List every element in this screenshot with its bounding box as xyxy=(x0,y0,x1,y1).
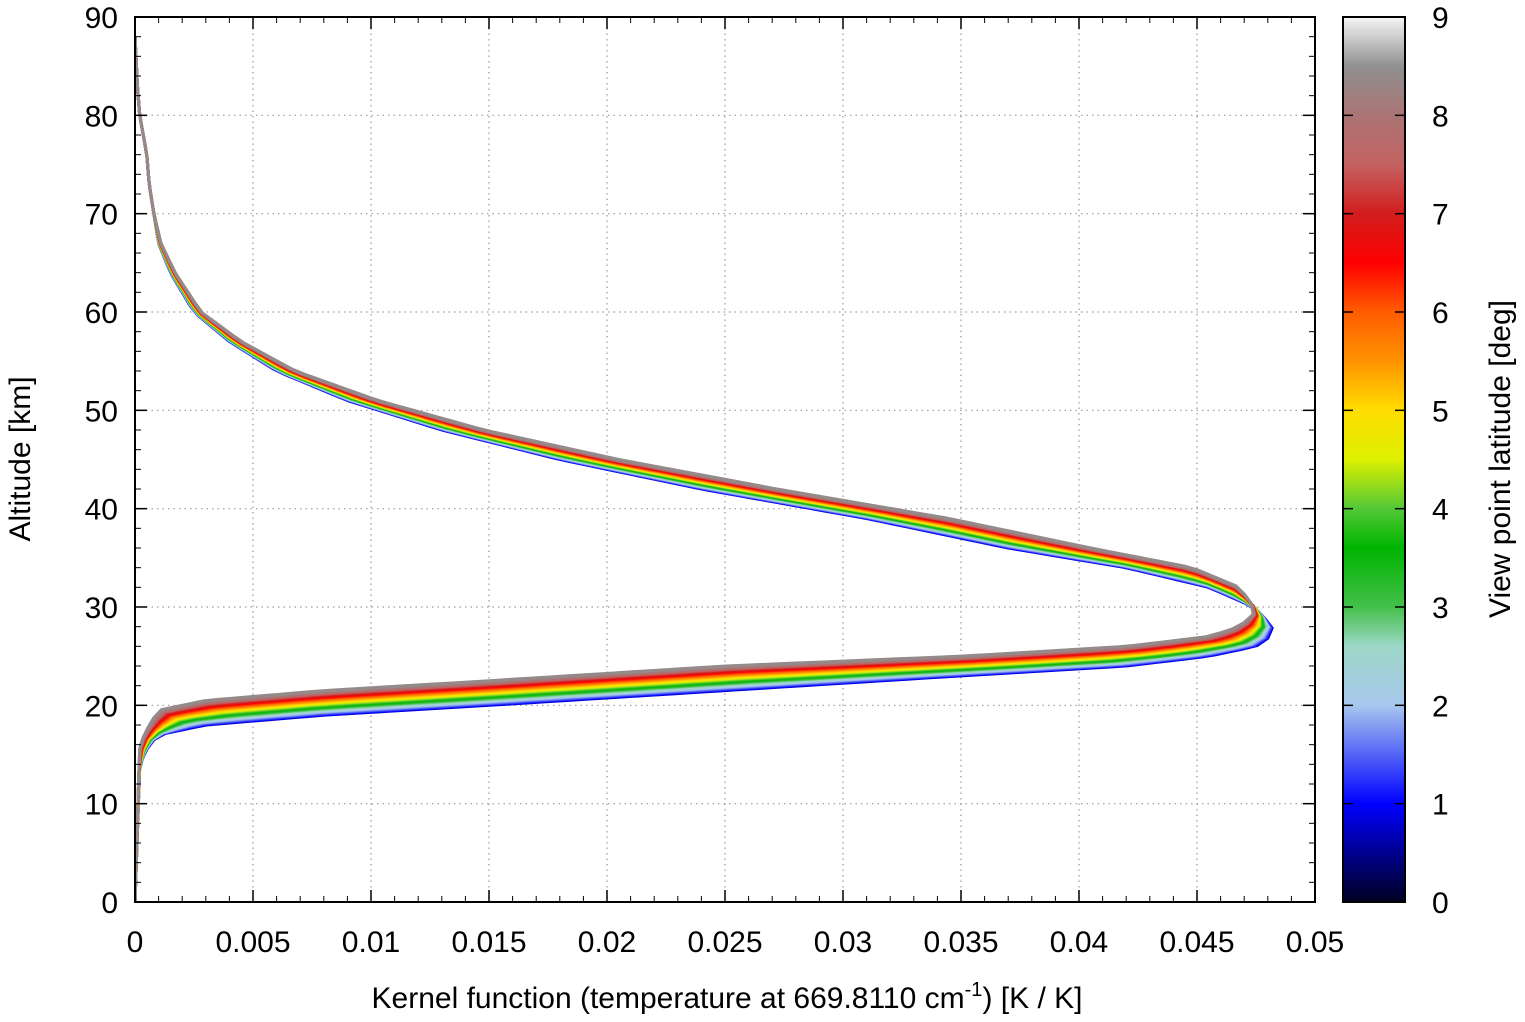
colorbar-tick-label: 9 xyxy=(1432,2,1449,35)
colorbar-tick-label: 7 xyxy=(1432,199,1449,232)
y-tick-label: 80 xyxy=(85,100,118,133)
colorbar-tick-label: 1 xyxy=(1432,789,1449,822)
colorbar-tick-label: 0 xyxy=(1432,887,1449,920)
y-tick-label: 90 xyxy=(85,2,118,35)
colorbar-tick-label: 4 xyxy=(1432,494,1449,527)
x-axis-title: Kernel function (temperature at 669.8110… xyxy=(372,979,1083,1015)
x-tick-label: 0.05 xyxy=(1286,926,1344,959)
curve-band xyxy=(135,36,1274,902)
colorbar-tick-label: 8 xyxy=(1432,100,1449,133)
x-tick-label: 0.045 xyxy=(1159,926,1234,959)
x-tick-label: 0 xyxy=(127,926,144,959)
colorbar-tick-label: 6 xyxy=(1432,297,1449,330)
y-tick-label: 70 xyxy=(85,199,118,232)
kernel-curve xyxy=(135,36,1255,902)
grid-lines xyxy=(135,17,1315,902)
colorbar-frame xyxy=(1342,16,1406,903)
colorbar xyxy=(1343,17,1405,902)
x-tick-label: 0.015 xyxy=(451,926,526,959)
colorbar-tick-label: 5 xyxy=(1432,395,1449,428)
y-tick-label: 30 xyxy=(85,592,118,625)
x-axis-ticks: 0 0.005 0.01 0.015 0.02 0.025 0.03 0.035 0.04 0.0… xyxy=(127,17,1344,959)
y-tick-label: 50 xyxy=(85,395,118,428)
x-tick-label: 0.005 xyxy=(215,926,290,959)
colorbar-tick-label: 2 xyxy=(1432,690,1449,723)
x-axis-title-superscript: -1 xyxy=(965,979,983,1001)
x-tick-label: 0.025 xyxy=(687,926,762,959)
colorbar-tick-label: 3 xyxy=(1432,592,1449,625)
y-axis-title: Altitude [km] xyxy=(4,376,37,541)
y-axis-ticks: 0 10 20 30 40 50 60 70 80 90 xyxy=(85,2,1315,920)
x-tick-label: 0.02 xyxy=(578,926,636,959)
colorbar-title: View point latitude [deg] xyxy=(1484,300,1517,618)
x-tick-label: 0.03 xyxy=(814,926,872,959)
y-tick-label: 40 xyxy=(85,494,118,527)
y-tick-label: 0 xyxy=(101,887,118,920)
colorbar-ticks: 0 1 2 3 4 5 6 7 8 9 xyxy=(1343,2,1449,920)
x-tick-label: 0.035 xyxy=(923,926,998,959)
y-tick-label: 60 xyxy=(85,297,118,330)
x-axis-title-suffix: ) [K / K] xyxy=(982,982,1082,1015)
y-tick-label: 10 xyxy=(85,789,118,822)
x-tick-label: 0.01 xyxy=(342,926,400,959)
y-tick-label: 20 xyxy=(85,690,118,723)
x-tick-label: 0.04 xyxy=(1050,926,1108,959)
